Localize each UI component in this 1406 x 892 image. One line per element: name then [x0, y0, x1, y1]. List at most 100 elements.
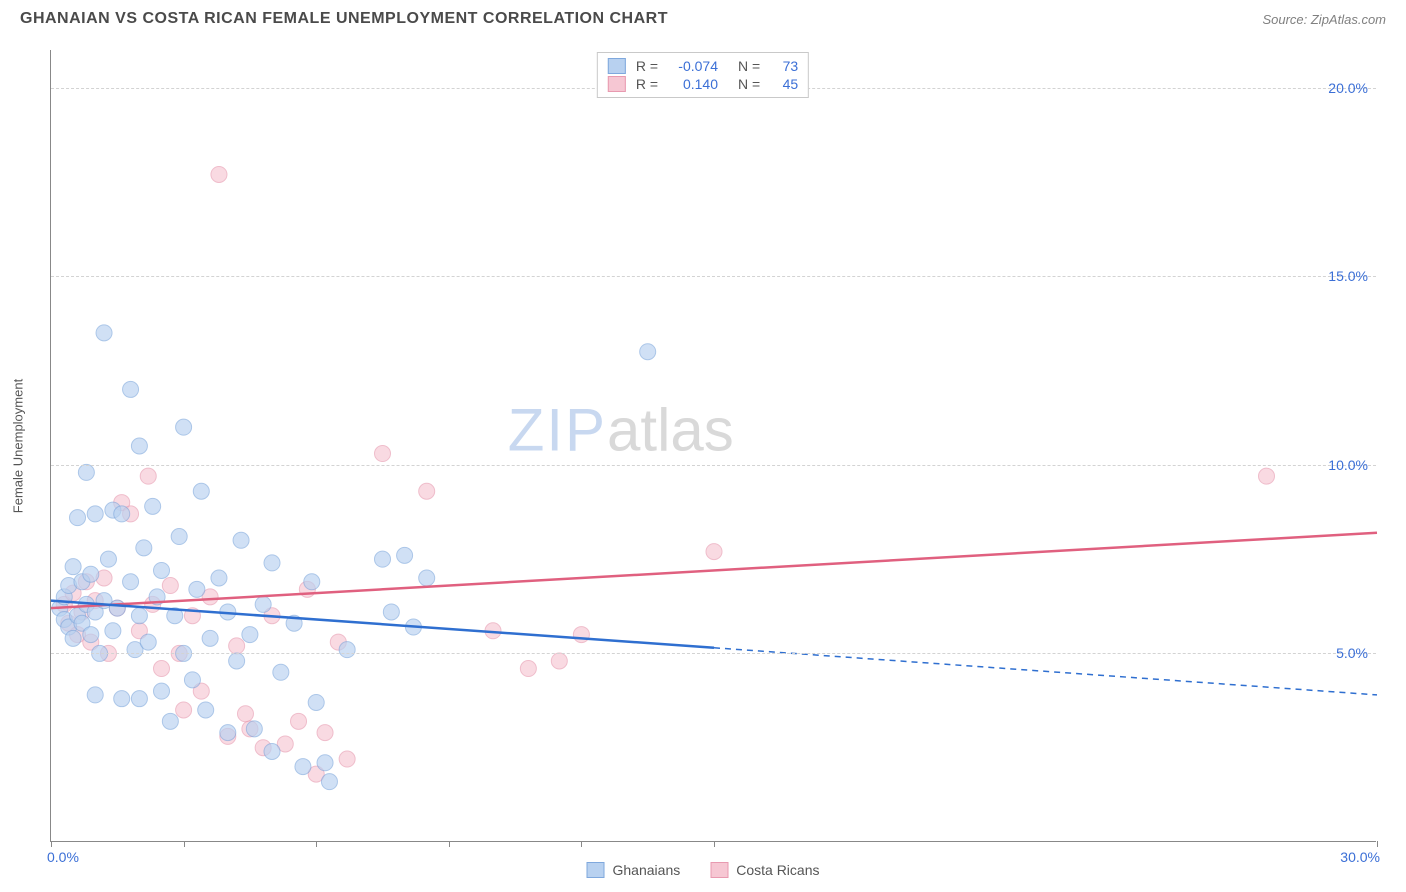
x-tick	[1377, 841, 1378, 847]
legend-stat-row: R =-0.074N =73	[608, 57, 798, 75]
n-value: 73	[770, 58, 798, 74]
scatter-point-b	[154, 661, 170, 677]
scatter-point-a	[154, 683, 170, 699]
grid-line	[51, 653, 1376, 654]
scatter-point-a	[264, 743, 280, 759]
x-tick	[449, 841, 450, 847]
trend-line-a-dashed	[714, 648, 1377, 695]
legend-label: Costa Ricans	[736, 862, 819, 878]
scatter-point-b	[291, 713, 307, 729]
series-legend: Ghanaians Costa Ricans	[587, 862, 820, 878]
r-label: R =	[636, 58, 658, 74]
scatter-point-a	[70, 510, 86, 526]
y-tick-label: 5.0%	[1336, 645, 1368, 661]
x-end-label: 30.0%	[1340, 849, 1380, 865]
scatter-point-a	[397, 547, 413, 563]
y-tick-label: 10.0%	[1328, 457, 1368, 473]
scatter-point-a	[193, 483, 209, 499]
legend-swatch	[587, 862, 605, 878]
scatter-point-b	[573, 627, 589, 643]
scatter-point-a	[100, 551, 116, 567]
scatter-point-a	[640, 344, 656, 360]
scatter-point-a	[123, 381, 139, 397]
scatter-point-b	[237, 706, 253, 722]
chart-plot-area: 5.0%10.0%15.0%20.0%0.0%30.0%ZIPatlas	[50, 50, 1376, 842]
scatter-point-a	[65, 559, 81, 575]
n-label: N =	[738, 76, 760, 92]
scatter-point-a	[140, 634, 156, 650]
scatter-point-a	[295, 759, 311, 775]
scatter-point-a	[189, 581, 205, 597]
scatter-point-a	[383, 604, 399, 620]
scatter-point-b	[419, 483, 435, 499]
scatter-point-a	[78, 464, 94, 480]
scatter-point-b	[229, 638, 245, 654]
source-attribution: Source: ZipAtlas.com	[1262, 12, 1386, 27]
scatter-point-b	[211, 166, 227, 182]
scatter-point-a	[114, 506, 130, 522]
legend-item: Ghanaians	[587, 862, 681, 878]
x-origin-label: 0.0%	[47, 849, 79, 865]
x-tick	[51, 841, 52, 847]
x-tick	[581, 841, 582, 847]
scatter-point-b	[176, 702, 192, 718]
scatter-point-a	[131, 438, 147, 454]
scatter-point-a	[87, 687, 103, 703]
scatter-point-b	[520, 661, 536, 677]
scatter-point-a	[131, 608, 147, 624]
legend-swatch	[608, 76, 626, 92]
scatter-point-a	[96, 325, 112, 341]
scatter-point-a	[273, 664, 289, 680]
scatter-point-a	[123, 574, 139, 590]
scatter-point-a	[184, 672, 200, 688]
scatter-point-a	[145, 498, 161, 514]
scatter-point-a	[220, 725, 236, 741]
scatter-point-a	[419, 570, 435, 586]
scatter-point-a	[131, 691, 147, 707]
scatter-point-b	[1259, 468, 1275, 484]
scatter-point-a	[136, 540, 152, 556]
scatter-plot-svg	[51, 50, 1376, 841]
correlation-legend: R =-0.074N =73R =0.140N =45	[597, 52, 809, 98]
scatter-point-a	[339, 642, 355, 658]
scatter-point-a	[105, 623, 121, 639]
grid-line	[51, 465, 1376, 466]
scatter-point-a	[65, 630, 81, 646]
y-tick-label: 20.0%	[1328, 80, 1368, 96]
legend-label: Ghanaians	[613, 862, 681, 878]
scatter-point-b	[140, 468, 156, 484]
scatter-point-a	[317, 755, 333, 771]
scatter-point-a	[198, 702, 214, 718]
scatter-point-a	[83, 566, 99, 582]
scatter-point-a	[233, 532, 249, 548]
scatter-point-a	[304, 574, 320, 590]
scatter-point-b	[375, 446, 391, 462]
scatter-point-a	[211, 570, 227, 586]
scatter-point-a	[375, 551, 391, 567]
r-label: R =	[636, 76, 658, 92]
scatter-point-a	[83, 627, 99, 643]
n-label: N =	[738, 58, 760, 74]
scatter-point-a	[242, 627, 258, 643]
scatter-point-a	[229, 653, 245, 669]
x-tick	[714, 841, 715, 847]
x-tick	[316, 841, 317, 847]
scatter-point-b	[317, 725, 333, 741]
chart-title: GHANAIAN VS COSTA RICAN FEMALE UNEMPLOYM…	[20, 10, 668, 28]
y-axis-label: Female Unemployment	[11, 379, 26, 513]
grid-line	[51, 276, 1376, 277]
legend-stat-row: R =0.140N =45	[608, 75, 798, 93]
scatter-point-a	[308, 694, 324, 710]
scatter-point-a	[162, 713, 178, 729]
scatter-point-b	[339, 751, 355, 767]
legend-swatch	[710, 862, 728, 878]
x-tick	[184, 841, 185, 847]
scatter-point-a	[202, 630, 218, 646]
scatter-point-a	[87, 506, 103, 522]
n-value: 45	[770, 76, 798, 92]
scatter-point-b	[162, 578, 178, 594]
scatter-point-a	[321, 774, 337, 790]
scatter-point-a	[114, 691, 130, 707]
scatter-point-a	[176, 419, 192, 435]
scatter-point-a	[171, 529, 187, 545]
